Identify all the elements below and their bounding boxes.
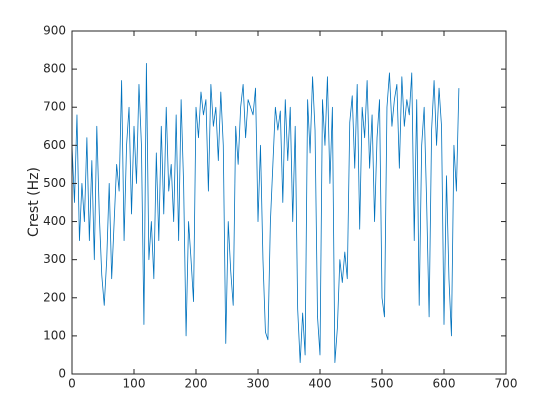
y-tick-label: 200 bbox=[43, 290, 66, 304]
plot-area bbox=[72, 31, 506, 374]
y-tick-label: 500 bbox=[43, 176, 66, 190]
data-line bbox=[71, 62, 460, 363]
y-tick-label: 400 bbox=[43, 214, 66, 228]
x-tick-label: 100 bbox=[123, 377, 146, 391]
x-tick-label: 0 bbox=[68, 377, 76, 391]
y-tick-label: 700 bbox=[43, 100, 66, 114]
x-tick-label: 200 bbox=[185, 377, 208, 391]
y-tick-label: 600 bbox=[43, 138, 66, 152]
y-tick-label: 900 bbox=[43, 24, 66, 38]
y-tick-label: 0 bbox=[58, 367, 66, 381]
y-tick-label: 300 bbox=[43, 252, 66, 266]
x-tick-label: 700 bbox=[495, 377, 518, 391]
axes-box bbox=[71, 30, 507, 375]
x-tick-label: 600 bbox=[433, 377, 456, 391]
x-tick-label: 500 bbox=[371, 377, 394, 391]
x-tick-label: 300 bbox=[247, 377, 270, 391]
x-tick-label: 400 bbox=[309, 377, 332, 391]
y-tick-label: 800 bbox=[43, 62, 66, 76]
y-axis-label: Crest (Hz) bbox=[26, 167, 42, 237]
y-tick-label: 100 bbox=[43, 328, 66, 342]
